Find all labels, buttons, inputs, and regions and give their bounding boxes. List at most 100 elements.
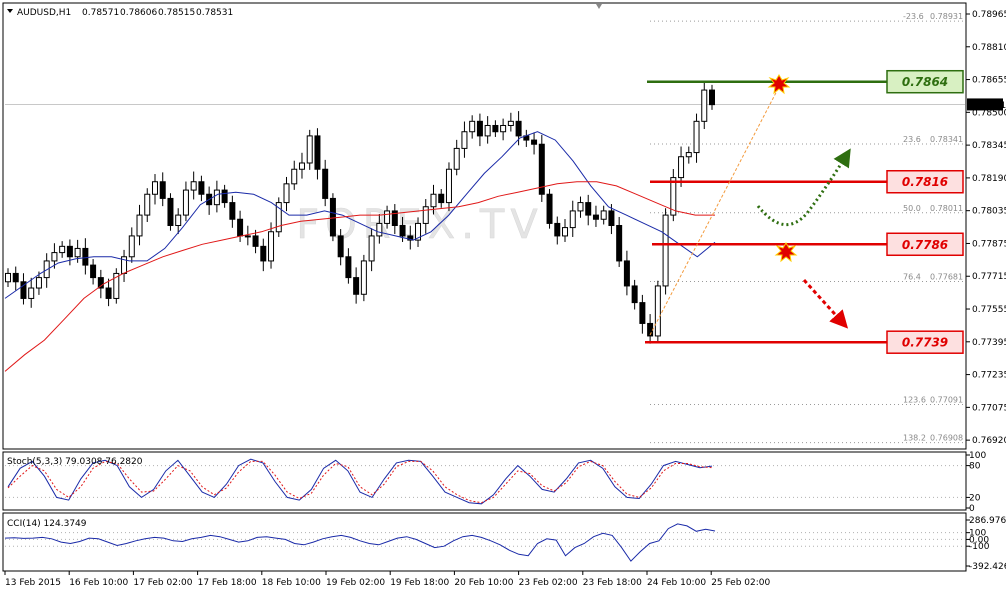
time-axis[interactable]: 13 Feb 2015 16 Feb 10:00 17 Feb 02:00 17 Fe… — [4, 571, 771, 588]
price-tick-label: 0.77555 — [972, 305, 1006, 315]
candle-body — [190, 181, 197, 191]
fib-level-price: 0.78931 — [930, 12, 963, 21]
moving-averages-group — [4, 131, 716, 372]
price-axis[interactable]: 0.78965 0.78810 0.78655 0.78500 0.78345 0.781… — [966, 10, 1006, 446]
ohlc-low: 0.78515 — [158, 8, 195, 18]
candle-body — [685, 152, 692, 158]
time-tick-label: 19 Feb 02:00 — [326, 578, 385, 588]
fib-level-price: 0.77091 — [930, 396, 963, 405]
candle-body — [353, 277, 360, 295]
candle-body — [592, 214, 599, 220]
candle-body — [616, 225, 623, 262]
stoch-tick-label: 20 — [969, 493, 981, 503]
time-tick-label: 13 Feb 2015 — [5, 578, 61, 588]
symbol-header: AUDUSD,H1 — [17, 8, 71, 18]
candle-body — [314, 135, 321, 170]
price-tick-label: 0.78810 — [972, 43, 1006, 53]
fib-level-label: 50.0 — [903, 204, 921, 213]
candle-body — [476, 120, 483, 137]
candle-body — [66, 245, 73, 258]
sma-slow-line — [4, 181, 715, 372]
candle-body — [368, 235, 375, 262]
candle-body — [678, 156, 685, 179]
candle-body — [662, 214, 669, 287]
cci-header: CCI(14) 124.3749 — [7, 519, 87, 529]
candle-body — [384, 210, 391, 224]
stoch-panel[interactable] — [2, 451, 967, 511]
candle-body — [291, 168, 298, 185]
bullish-arrow — [756, 148, 851, 227]
candle-body — [5, 272, 11, 283]
price-tick-label: 0.78035 — [972, 207, 1006, 217]
candle-body — [182, 189, 189, 216]
ohlc-close: 0.78531 — [196, 8, 233, 18]
fib-level-label: 123.6 — [903, 396, 926, 405]
time-tick-label: 25 Feb 02:00 — [711, 578, 770, 588]
fib-level-price: 0.76908 — [930, 434, 963, 443]
candle-body — [531, 139, 538, 145]
candle-body — [298, 162, 305, 170]
fib-level-label: 76.4 — [903, 273, 921, 282]
candle-body — [74, 247, 81, 258]
stoch-header: Stoch(5,3,3) 79.0308 76.2820 — [7, 457, 143, 467]
candle-body — [229, 202, 236, 220]
candle-body — [654, 285, 661, 337]
dropdown-arrow-icon[interactable] — [7, 9, 13, 13]
candle-body — [244, 235, 251, 238]
candle-body — [337, 235, 344, 258]
candle-body — [51, 252, 58, 262]
cci-line — [4, 523, 716, 562]
price-tick-label: 0.77235 — [972, 371, 1006, 381]
candle-body — [221, 189, 228, 204]
starburst-icon — [767, 74, 791, 95]
shift-marker-icon — [596, 4, 602, 9]
price-tick-label: 0.77715 — [972, 272, 1006, 282]
candle-body — [453, 147, 460, 170]
candle-body — [438, 193, 445, 204]
current-price-group: 0.78531 — [5, 98, 1006, 111]
main-panel[interactable] — [2, 2, 967, 450]
cci-tick-label: -100 — [969, 542, 990, 552]
sma-fast-line — [4, 131, 716, 299]
stoch-tick-label: 100 — [969, 451, 986, 461]
level-box-support — [886, 330, 964, 354]
price-tick-label: 0.78655 — [972, 76, 1006, 86]
candle-body — [275, 202, 282, 233]
level-label: 0.7739 — [902, 336, 948, 350]
candle-body — [159, 181, 166, 199]
time-tick-label: 19 Feb 18:00 — [390, 578, 449, 588]
candle-body — [260, 245, 267, 262]
candle-body — [151, 181, 158, 195]
candle-body — [167, 197, 174, 227]
fib-level-price: 0.77681 — [930, 273, 963, 282]
candle-body — [415, 222, 422, 241]
candle-body — [35, 277, 42, 289]
candle-body — [515, 120, 522, 137]
fib-level-label: 23.6 — [903, 135, 921, 144]
candle-body — [345, 256, 352, 279]
candle-body — [562, 227, 569, 237]
ohlc-open: 0.78571 — [82, 8, 119, 18]
candle-body — [569, 210, 576, 229]
stoch-d-line — [7, 460, 713, 504]
level-box-support — [886, 169, 964, 194]
cci-panel[interactable] — [2, 512, 967, 572]
candle-body — [445, 168, 452, 204]
candle-body — [28, 287, 35, 299]
stoch-tick-label: 80 — [969, 462, 981, 472]
current-price-label: 0.78531 — [969, 101, 1006, 111]
candle-body — [407, 235, 414, 241]
candle-body — [600, 210, 607, 220]
candle-body — [639, 302, 646, 324]
candle-body — [128, 235, 135, 258]
candle-body — [670, 177, 677, 216]
fib-level-label: 138.2 — [903, 434, 926, 443]
current-price-box — [967, 98, 1003, 111]
candle-body — [631, 285, 638, 304]
candle-body — [144, 193, 151, 216]
price-tick-label: 0.77075 — [972, 403, 1006, 413]
time-tick-label: 18 Feb 10:00 — [262, 578, 321, 588]
